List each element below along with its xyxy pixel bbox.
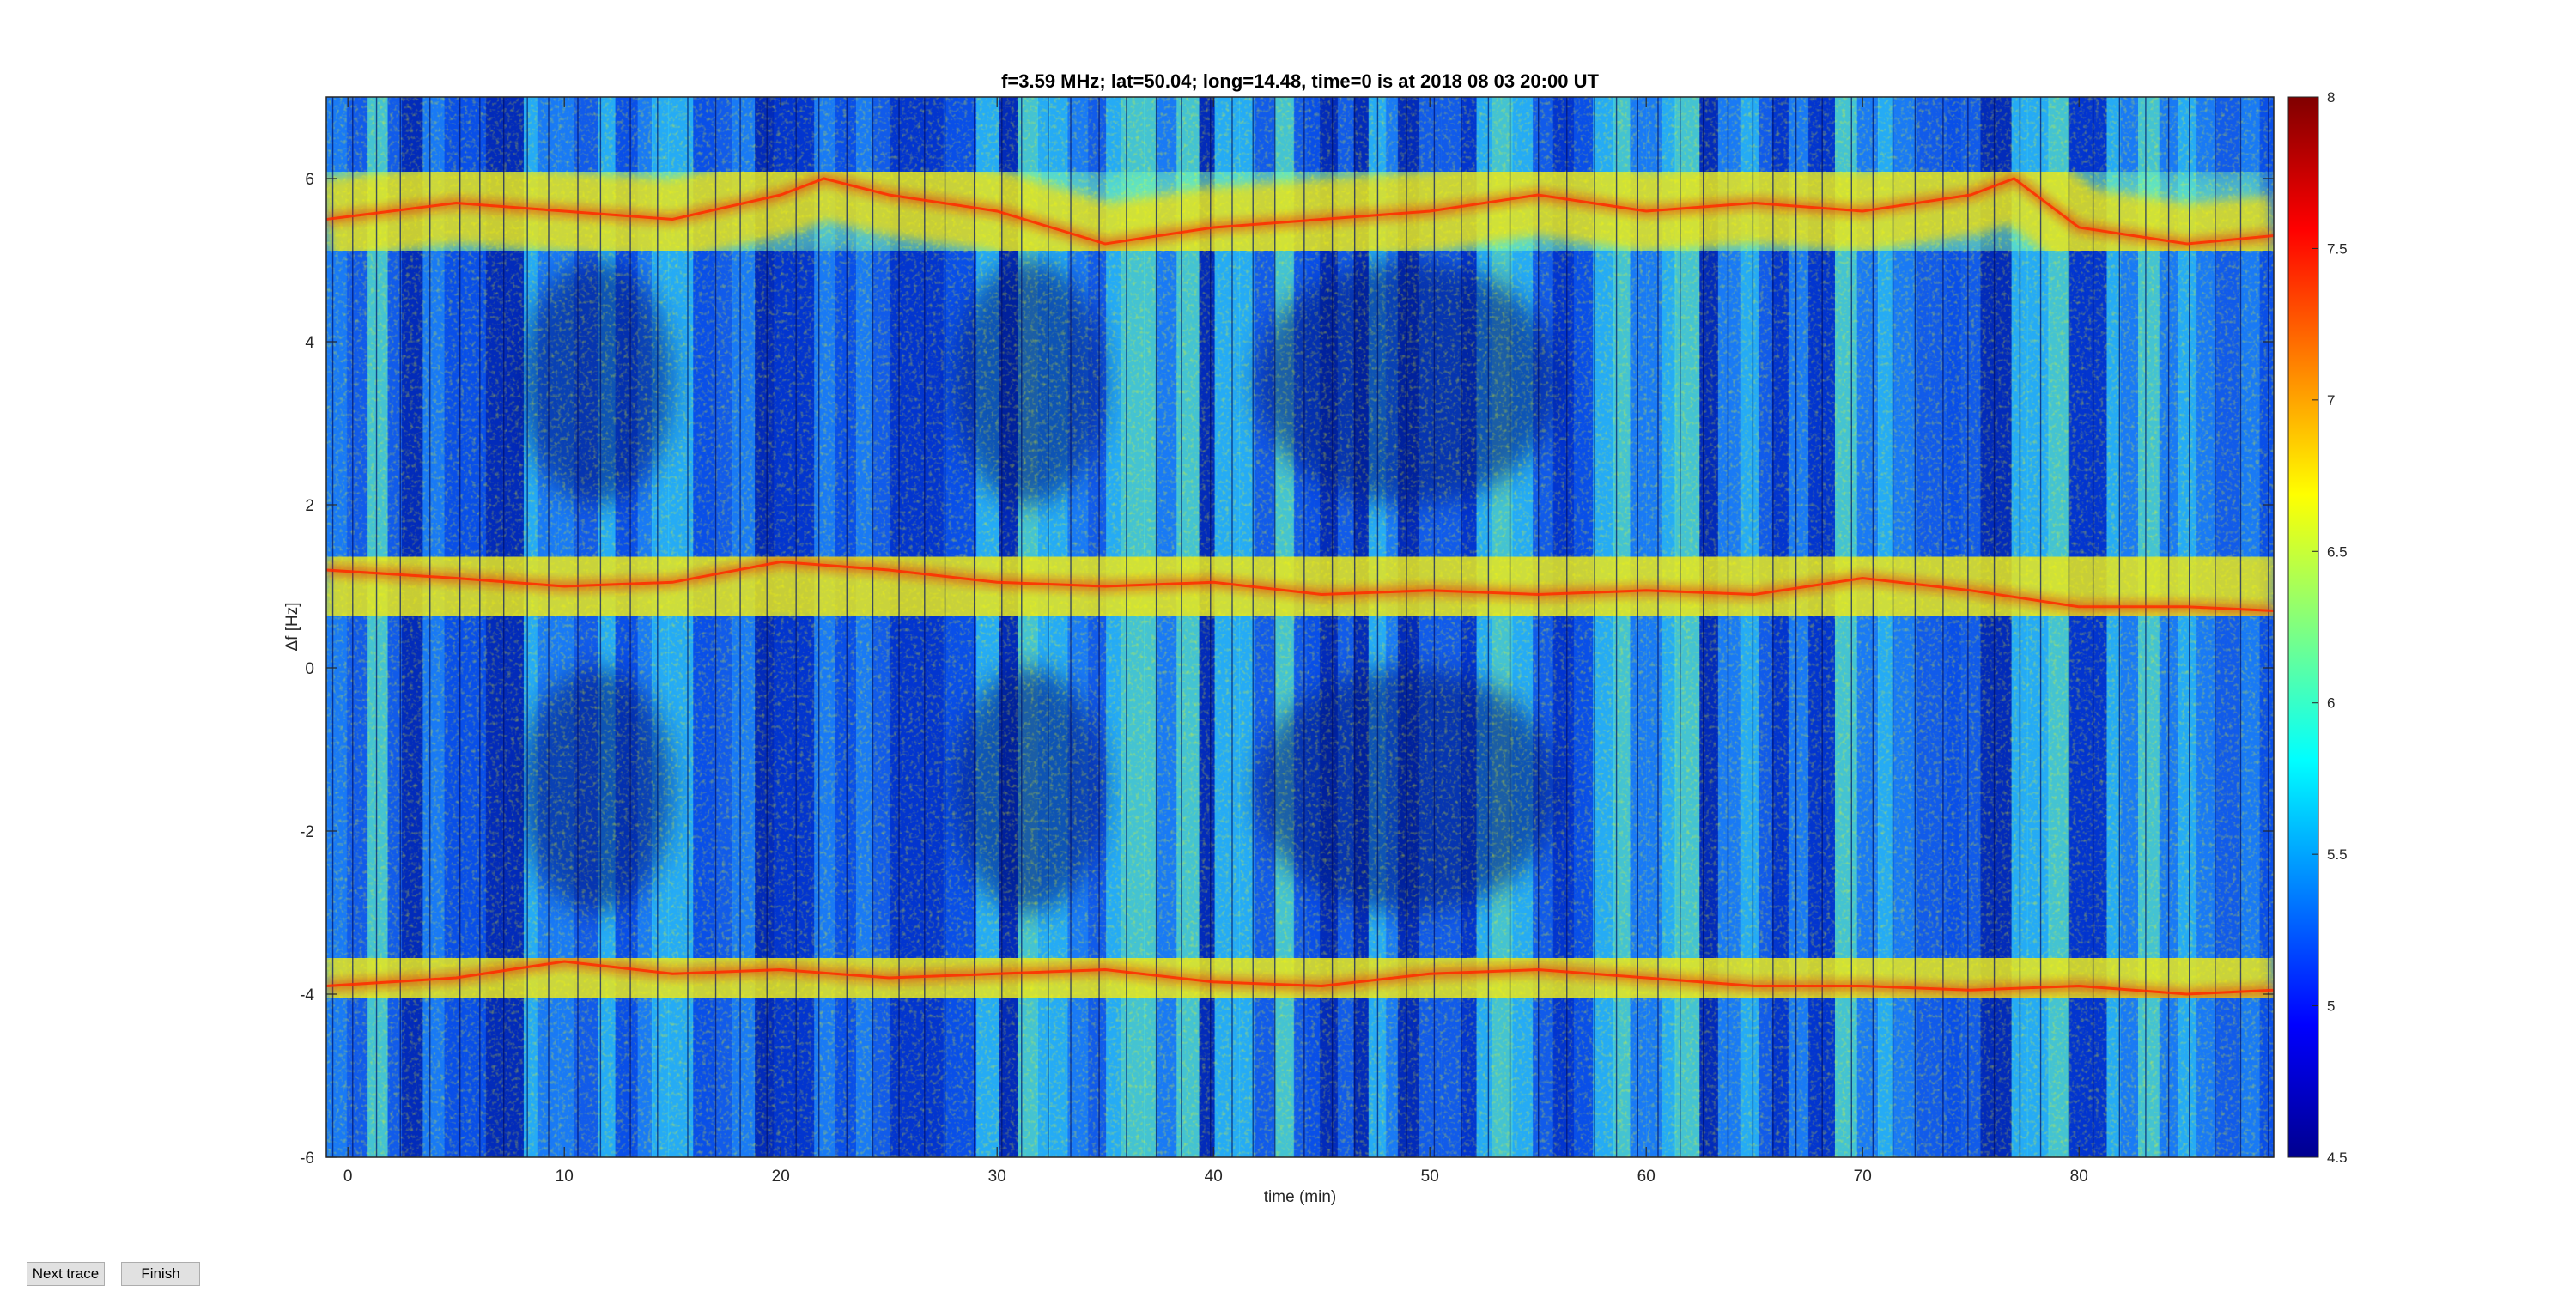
chart-title: f=3.59 MHz; lat=50.04; long=14.48, time=… bbox=[1001, 70, 1599, 92]
y-tick-label--2: -2 bbox=[300, 823, 314, 841]
colorbar-tick-label-7: 7 bbox=[2327, 392, 2335, 409]
colorbar: 4.5 5 5.5 6 6.5 7 7.5 8 bbox=[2287, 89, 2348, 1166]
colorbar-tick-label-8: 8 bbox=[2327, 89, 2335, 106]
x-tick-label-40: 40 bbox=[1205, 1168, 1223, 1186]
x-tick-label-0: 0 bbox=[343, 1168, 353, 1186]
x-tick-label-70: 70 bbox=[1854, 1168, 1872, 1186]
middle-trace-core bbox=[326, 560, 2274, 612]
y-axis: -6 -4 -2 0 2 4 6 bbox=[300, 171, 2274, 1168]
y-tick-label-2: 2 bbox=[305, 497, 314, 515]
lower-trace-core bbox=[326, 960, 2274, 996]
x-tick-label-80: 80 bbox=[2070, 1168, 2088, 1186]
y-tick-label--6: -6 bbox=[300, 1149, 314, 1168]
x-tick-label-60: 60 bbox=[1637, 1168, 1656, 1186]
y-tick-label-6: 6 bbox=[305, 171, 314, 189]
x-axis-label: time (min) bbox=[1264, 1188, 1336, 1206]
colorbar-ticks: 4.5 5 5.5 6 6.5 7 7.5 8 bbox=[2312, 89, 2348, 1166]
colorbar-tick-label-6: 6 bbox=[2327, 695, 2335, 712]
x-tick-label-50: 50 bbox=[1421, 1168, 1439, 1186]
trace-lines bbox=[326, 175, 2274, 998]
x-tick-label-10: 10 bbox=[556, 1168, 574, 1186]
x-tick-label-20: 20 bbox=[772, 1168, 790, 1186]
finish-button[interactable]: Finish bbox=[121, 1262, 200, 1286]
y-tick-label--4: -4 bbox=[300, 986, 314, 1004]
next-trace-button[interactable]: Next trace bbox=[27, 1262, 105, 1286]
y-axis-label: Δf [Hz] bbox=[283, 602, 301, 651]
colorbar-tick-label-5.5: 5.5 bbox=[2327, 846, 2348, 863]
y-tick-label-4: 4 bbox=[305, 334, 314, 352]
colorbar-tick-label-5: 5 bbox=[2327, 998, 2335, 1015]
colorbar-tick-label-4.5: 4.5 bbox=[2327, 1149, 2348, 1166]
colorbar-tick-label-6.5: 6.5 bbox=[2327, 543, 2348, 560]
upper-trace-core bbox=[326, 177, 2274, 246]
y-tick-label-0: 0 bbox=[305, 660, 314, 678]
plot-area bbox=[326, 97, 2274, 1157]
plot-frame bbox=[325, 96, 2275, 1158]
speckle-noise-yellow bbox=[326, 97, 2274, 1157]
colorbar-tick-label-7.5: 7.5 bbox=[2327, 240, 2348, 257]
x-axis: 0 10 20 30 40 50 60 70 80 bbox=[343, 97, 2088, 1186]
x-tick-label-30: 30 bbox=[988, 1168, 1006, 1186]
colorbar-gradient bbox=[2287, 96, 2319, 1158]
